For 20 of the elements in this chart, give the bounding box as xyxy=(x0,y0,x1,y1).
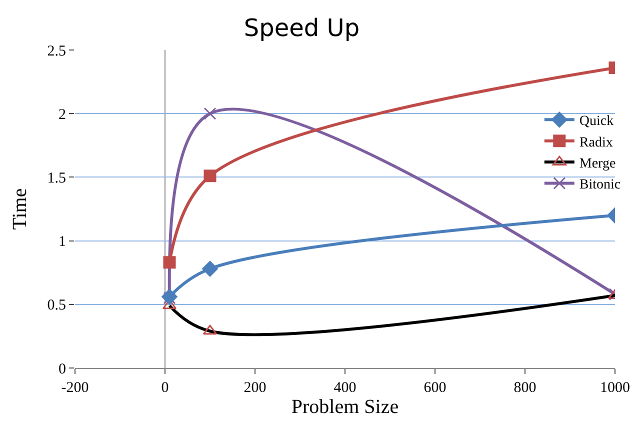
x-tick-label: 800 xyxy=(514,380,536,396)
x-axis-title: Problem Size xyxy=(291,396,399,418)
legend-label: Radix xyxy=(579,135,613,150)
x-tick-label: 600 xyxy=(424,380,446,396)
y-tick-label: 2 xyxy=(58,106,66,123)
y-axis-title: Time xyxy=(8,188,31,230)
x-tick-label: 1000 xyxy=(600,380,630,396)
chart-title: Speed Up xyxy=(244,14,360,42)
y-tick-label: 0.5 xyxy=(47,298,66,314)
x-tick-label: 0 xyxy=(161,380,169,396)
y-tick-label: 2.5 xyxy=(47,43,66,60)
legend-label: Bitonic xyxy=(579,178,621,193)
legend-label: Quick xyxy=(579,114,614,130)
x-tick-label: 400 xyxy=(334,380,356,396)
legend-label: Merge xyxy=(579,156,616,172)
x-tick-label: -200 xyxy=(61,380,89,396)
y-tick-label: 0 xyxy=(58,361,66,378)
y-tick-label: 1.5 xyxy=(47,170,66,186)
x-tick-label: 200 xyxy=(244,380,266,396)
y-tick-label: 1 xyxy=(58,234,66,250)
